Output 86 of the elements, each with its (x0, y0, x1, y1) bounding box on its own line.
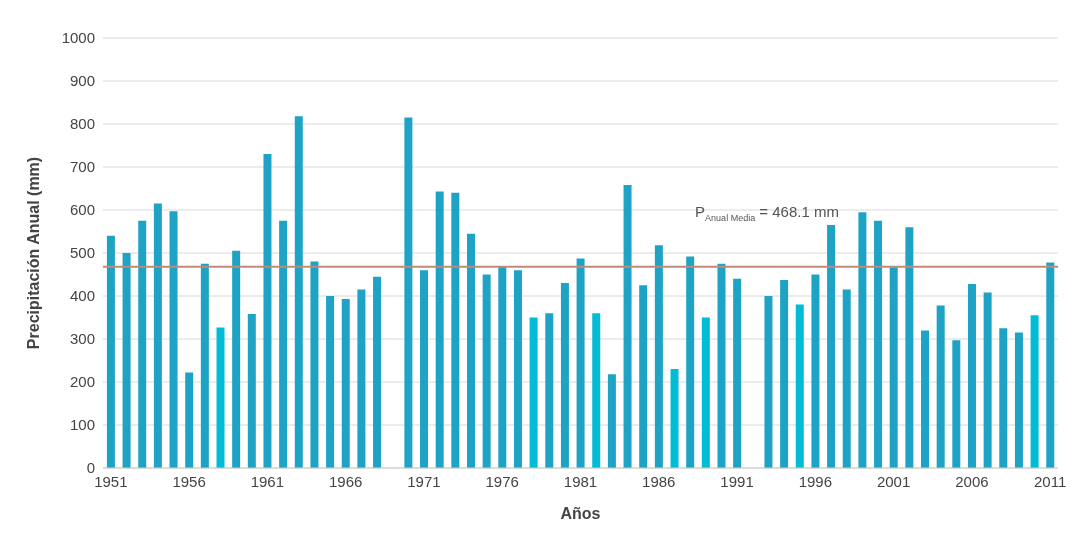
bar (874, 220, 883, 468)
x-tick-label: 2011 (1034, 472, 1067, 490)
bar (1014, 332, 1023, 468)
bar (106, 235, 115, 468)
bar (686, 256, 695, 468)
bar (811, 274, 820, 468)
bar (153, 203, 162, 468)
bar (639, 285, 648, 468)
bar (169, 211, 178, 468)
bar (498, 265, 507, 468)
bar (420, 270, 429, 468)
x-tick-label: 1986 (642, 472, 676, 490)
bar (1030, 315, 1039, 468)
ref-line-label: P$_{Anual Media}$ = 468.1 mm (695, 202, 839, 223)
bar (200, 263, 209, 468)
bar (279, 220, 288, 468)
bar (513, 270, 522, 468)
y-tick-label: 200 (69, 373, 95, 391)
bar (326, 296, 335, 468)
bar (1046, 262, 1055, 468)
bar (138, 220, 147, 468)
y-tick-label: 700 (69, 158, 95, 176)
x-tick-label: 1961 (250, 472, 285, 490)
x-tick-label: 1951 (94, 472, 128, 490)
x-tick-label: 1991 (720, 472, 754, 490)
bar (357, 289, 366, 468)
bar (764, 296, 773, 468)
bar (670, 369, 679, 468)
bar (780, 280, 789, 468)
bar (936, 305, 945, 468)
x-tick-label: 1976 (485, 472, 519, 490)
y-tick-label: 500 (69, 244, 95, 262)
bar (529, 317, 538, 468)
bar (592, 313, 601, 468)
y-tick-label: 0 (86, 459, 95, 477)
bar (905, 227, 914, 468)
y-tick-label: 1000 (61, 29, 95, 47)
x-tick-label: 1981 (563, 472, 598, 490)
x-tick-label: 2001 (876, 472, 911, 490)
bar (185, 372, 194, 468)
y-tick-label: 300 (69, 330, 95, 348)
bar (482, 274, 491, 468)
bar (263, 154, 272, 468)
bar (827, 225, 836, 468)
bar (294, 116, 303, 468)
bar (232, 250, 241, 468)
bar (247, 314, 256, 468)
y-tick-label: 600 (69, 201, 95, 219)
bar (373, 276, 382, 468)
bar (701, 317, 710, 468)
x-tick-label: 2006 (955, 472, 989, 490)
y-tick-label: 400 (69, 287, 95, 305)
y-tick-label: 900 (69, 72, 95, 90)
y-tick-label: 100 (69, 416, 95, 434)
bar (921, 330, 930, 468)
bar (717, 263, 726, 468)
bar (404, 117, 413, 468)
bar (545, 313, 554, 468)
x-tick-label: 1971 (407, 472, 441, 490)
bar (122, 253, 131, 468)
x-tick-label: 1966 (328, 472, 363, 490)
bar (795, 304, 804, 468)
y-tick-label: 800 (69, 115, 95, 133)
bar (967, 283, 976, 468)
x-tick-label: 1996 (798, 472, 833, 490)
bar (341, 299, 350, 468)
bar (451, 192, 460, 468)
bar (435, 191, 444, 468)
bar (842, 289, 851, 468)
bar (654, 245, 663, 468)
bar (216, 327, 225, 468)
bar (858, 212, 867, 468)
y-axis-title: Precipitación Anual (mm) (24, 156, 42, 350)
bar (889, 267, 898, 468)
bar (576, 258, 585, 468)
bar (983, 292, 992, 468)
x-tick-label: 1956 (172, 472, 206, 490)
bar (733, 278, 742, 468)
bar (607, 374, 616, 468)
bar (952, 340, 961, 468)
x-axis-title: Años (560, 505, 601, 522)
bar (560, 283, 569, 468)
bar (623, 185, 632, 468)
bar (999, 328, 1008, 468)
bar (467, 233, 475, 468)
bar (310, 261, 319, 468)
